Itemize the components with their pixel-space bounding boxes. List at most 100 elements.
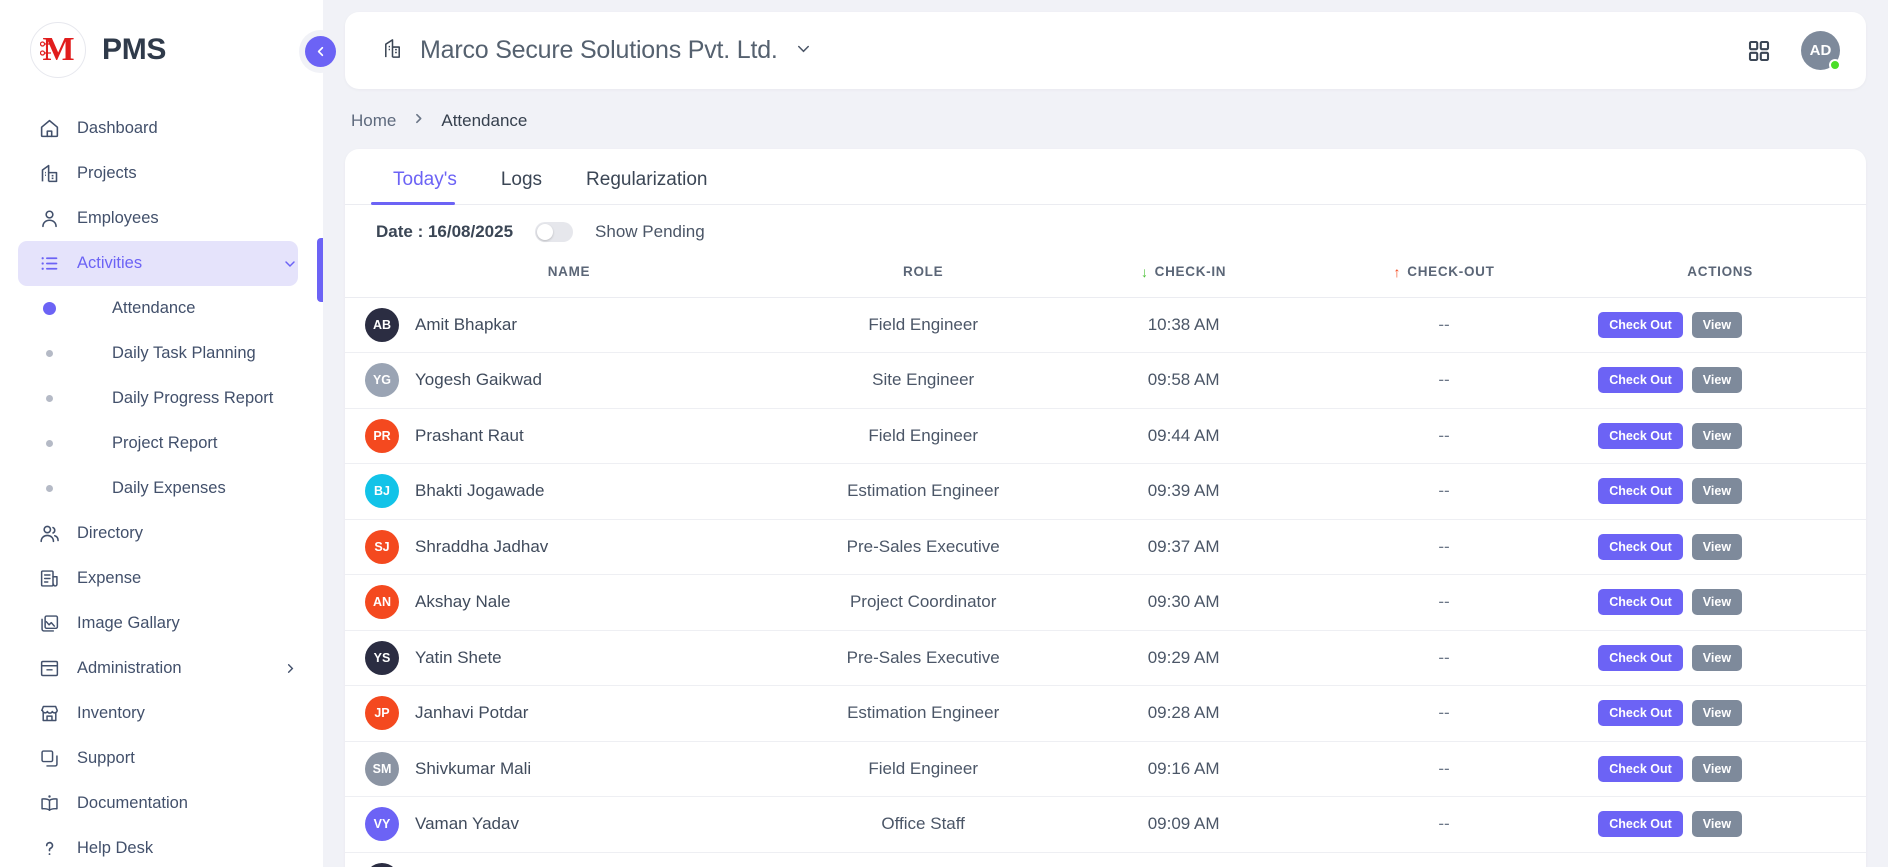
column-header-checkin[interactable]: ↓ CHECK-IN xyxy=(1053,256,1314,298)
sidebar-item-help-desk[interactable]: Help Desk xyxy=(18,826,298,867)
view-button[interactable]: View xyxy=(1691,811,1743,838)
sidebar-item-expense[interactable]: Expense xyxy=(18,556,298,601)
sidebar-item-documentation[interactable]: Documentation xyxy=(18,781,298,826)
cell-role: Estimation Engineer xyxy=(847,703,1000,723)
avatar: PR xyxy=(365,418,399,453)
cell-checkin: 09:09 AM xyxy=(1147,814,1220,834)
cell-checkout: -- xyxy=(1438,425,1450,445)
sidebar-item-directory[interactable]: Directory xyxy=(18,511,298,556)
home-icon xyxy=(38,118,60,140)
cell-role: Project Coordinator xyxy=(849,592,997,612)
table-row[interactable]: PR Prashant Raut Field Engineer 09:44 AM -- C… xyxy=(345,408,1866,464)
sidebar-item-activities[interactable]: Activities xyxy=(18,241,298,286)
table-header-row: NAME ROLE ↓ CHECK-IN xyxy=(345,256,1866,298)
check-out-button[interactable]: Check Out xyxy=(1598,811,1683,838)
table-body: AB Amit Bhapkar Field Engineer 10:38 AM -- Ch… xyxy=(345,297,1866,867)
check-out-button[interactable]: Check Out xyxy=(1598,478,1683,505)
cell-checkin: 09:39 AM xyxy=(1147,481,1220,501)
user-avatar[interactable]: AD xyxy=(1801,31,1841,71)
cell-name: AB Amit Bhapkar xyxy=(345,297,793,353)
table-row[interactable]: JP Janhavi Potdar Estimation Engineer 09:28… xyxy=(345,686,1866,741)
table-row[interactable]: AN Akshay Nale Project Coordinator 09:30 AM… xyxy=(345,575,1866,630)
table-head: NAME ROLE ↓ CHECK-IN xyxy=(345,256,1866,298)
check-out-button[interactable]: Check Out xyxy=(1598,533,1683,560)
view-button[interactable]: View xyxy=(1691,533,1743,560)
company-selector[interactable]: Marco Secure Solutions Pvt. Ltd. xyxy=(381,36,813,65)
table-row[interactable]: SM Shivkumar Mali Field Engineer 09:16 AM --… xyxy=(345,741,1866,797)
chevron-down-icon[interactable] xyxy=(282,256,298,272)
view-button[interactable]: View xyxy=(1691,755,1743,782)
chevron-right-icon[interactable] xyxy=(283,661,298,676)
sidebar-item-employees[interactable]: Employees xyxy=(18,196,298,241)
check-out-button[interactable]: Check Out xyxy=(1598,700,1683,727)
tab-regularization[interactable]: Regularization xyxy=(586,169,708,190)
cell-name: VY Vaman Yadav xyxy=(345,797,793,853)
view-button[interactable]: View xyxy=(1691,589,1743,616)
date-label: Date : 16/08/2025 xyxy=(376,222,514,241)
table-row[interactable]: AB Amit Bhapkar Field Engineer 10:38 AM -- Ch… xyxy=(345,297,1866,353)
cell-checkin xyxy=(1053,852,1313,867)
check-out-button[interactable]: Check Out xyxy=(1598,589,1683,616)
check-out-button[interactable]: Check Out xyxy=(1598,422,1683,449)
sidebar-item-support[interactable]: Support xyxy=(18,736,298,781)
avatar: YS xyxy=(365,640,399,675)
chevron-down-icon[interactable] xyxy=(794,39,813,63)
sidebar-item-label: Projects xyxy=(77,164,137,182)
check-out-button[interactable]: Check Out xyxy=(1598,755,1683,782)
table-row[interactable]: SJ Shraddha Jadhav Pre-Sales Executive 09:3… xyxy=(345,519,1866,575)
user-icon xyxy=(38,208,60,230)
column-header-name[interactable]: NAME xyxy=(345,256,793,298)
view-button[interactable]: View xyxy=(1691,644,1743,671)
sidebar-item-projects[interactable]: Projects xyxy=(18,151,298,196)
table-row[interactable]: YG Yogesh Gaikwad Site Engineer 09:58 AM -- C… xyxy=(345,353,1866,409)
cell-actions: Check Out View xyxy=(1574,353,1866,409)
cell-actions: Check Out View xyxy=(1574,408,1866,464)
attendance-table-scroll[interactable]: NAME ROLE ↓ CHECK-IN xyxy=(345,256,1866,867)
tab-logs[interactable]: Logs xyxy=(500,169,543,190)
sidebar-subitem-project-report[interactable]: Project Report xyxy=(18,421,298,466)
table-row[interactable]: VY Vaman Yadav Office Staff 09:09 AM -- Check… xyxy=(345,797,1866,853)
view-button[interactable]: View xyxy=(1691,311,1743,338)
check-out-button[interactable]: Check Out xyxy=(1598,644,1683,671)
sidebar-item-dashboard[interactable]: Dashboard xyxy=(18,106,298,151)
cell-checkout: -- xyxy=(1438,481,1450,501)
check-out-button[interactable]: Check Out xyxy=(1598,311,1683,338)
sidebar-collapse-button[interactable] xyxy=(305,36,336,67)
table-row[interactable]: YS Yatin Shete Pre-Sales Executive 09:29 AM… xyxy=(345,630,1866,686)
sidebar-subitem-daily-expenses[interactable]: Daily Expenses xyxy=(18,466,298,511)
app-logo-icon: M xyxy=(30,22,86,78)
view-button[interactable]: View xyxy=(1691,422,1743,449)
cell-role: Pre-Sales Executive xyxy=(846,536,1000,556)
column-header-checkout[interactable]: ↑ CHECK-OUT xyxy=(1313,256,1575,298)
sidebar-item-inventory[interactable]: Inventory xyxy=(18,691,298,736)
sidebar: M PMS Dashboard xyxy=(0,0,323,867)
view-button[interactable]: View xyxy=(1691,367,1743,394)
sidebar-item-administration[interactable]: Administration xyxy=(18,646,298,691)
sidebar-item-label: Image Gallary xyxy=(77,614,180,632)
grid-apps-icon[interactable] xyxy=(1747,39,1771,63)
show-pending-toggle[interactable] xyxy=(535,222,574,242)
check-out-button[interactable]: Check Out xyxy=(1598,367,1683,394)
main-content: Marco Secure Solutions Pvt. Ltd. AD xyxy=(305,0,1888,867)
view-button[interactable]: View xyxy=(1691,700,1743,727)
breadcrumb-home[interactable]: Home xyxy=(351,111,397,130)
bullet-dot-icon xyxy=(38,440,60,447)
sidebar-subitem-daily-progress-report[interactable]: Daily Progress Report xyxy=(18,376,298,421)
sidebar-subitem-daily-task-planning[interactable]: Daily Task Planning xyxy=(18,331,298,376)
sidebar-item-label: Directory xyxy=(77,524,144,542)
view-button[interactable]: View xyxy=(1691,478,1743,505)
cell-checkin: 09:44 AM xyxy=(1147,425,1220,445)
sidebar-item-label: Expense xyxy=(77,569,142,587)
sidebar-item-image-gallary[interactable]: Image Gallary xyxy=(18,601,298,646)
active-indicator-bar xyxy=(317,238,323,302)
sidebar-subitem-attendance[interactable]: Attendance xyxy=(18,286,298,331)
cell-checkin: 09:28 AM xyxy=(1147,703,1220,723)
table-row[interactable] xyxy=(345,852,1866,867)
tab-todays[interactable]: Today's xyxy=(371,169,479,205)
brand-title: PMS xyxy=(102,33,167,66)
cell-actions: Check Out View xyxy=(1574,519,1866,575)
brand[interactable]: M PMS xyxy=(0,0,323,98)
column-label: CHECK-IN xyxy=(1154,264,1227,279)
table-row[interactable]: BJ Bhakti Jogawade Estimation Engineer 09:3… xyxy=(345,464,1866,519)
column-header-role[interactable]: ROLE xyxy=(792,256,1054,298)
